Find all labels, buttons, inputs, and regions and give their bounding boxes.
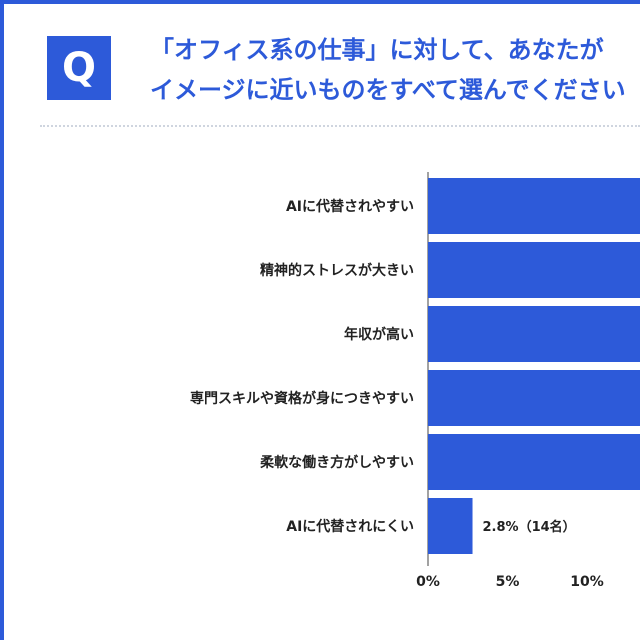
bar-6 [428,498,473,554]
title-divider [40,125,640,127]
category-label-2: 精神的ストレスが大きい [260,262,414,279]
category-label-4: 専門スキルや資格が身につきやすい [190,390,414,407]
x-tick-label-1: 0% [416,574,440,590]
question-badge: Q [47,36,111,100]
question-title: 「オフィス系の仕事」に対して、あなたが イメージに近いものをすべて選んでください [150,30,640,110]
bar-5 [428,434,640,490]
category-label-6: AIに代替されにくい [286,518,414,535]
question-title-line-2: イメージに近いものをすべて選んでください [150,76,626,104]
bar-1 [428,178,640,234]
value-label-6: 2.8%（14名） [483,519,576,535]
category-label-1: AIに代替されやすい [286,198,414,215]
bar-4 [428,370,640,426]
x-tick-label-3: 10% [570,574,604,590]
question-title-line-1: 「オフィス系の仕事」に対して、あなたが [150,36,604,64]
bar-3 [428,306,640,362]
bar-2 [428,242,640,298]
category-label-5: 柔軟な働き方がしやすい [259,454,414,471]
category-label-3: 年収が高い [344,326,414,343]
x-tick-label-2: 5% [496,574,520,590]
